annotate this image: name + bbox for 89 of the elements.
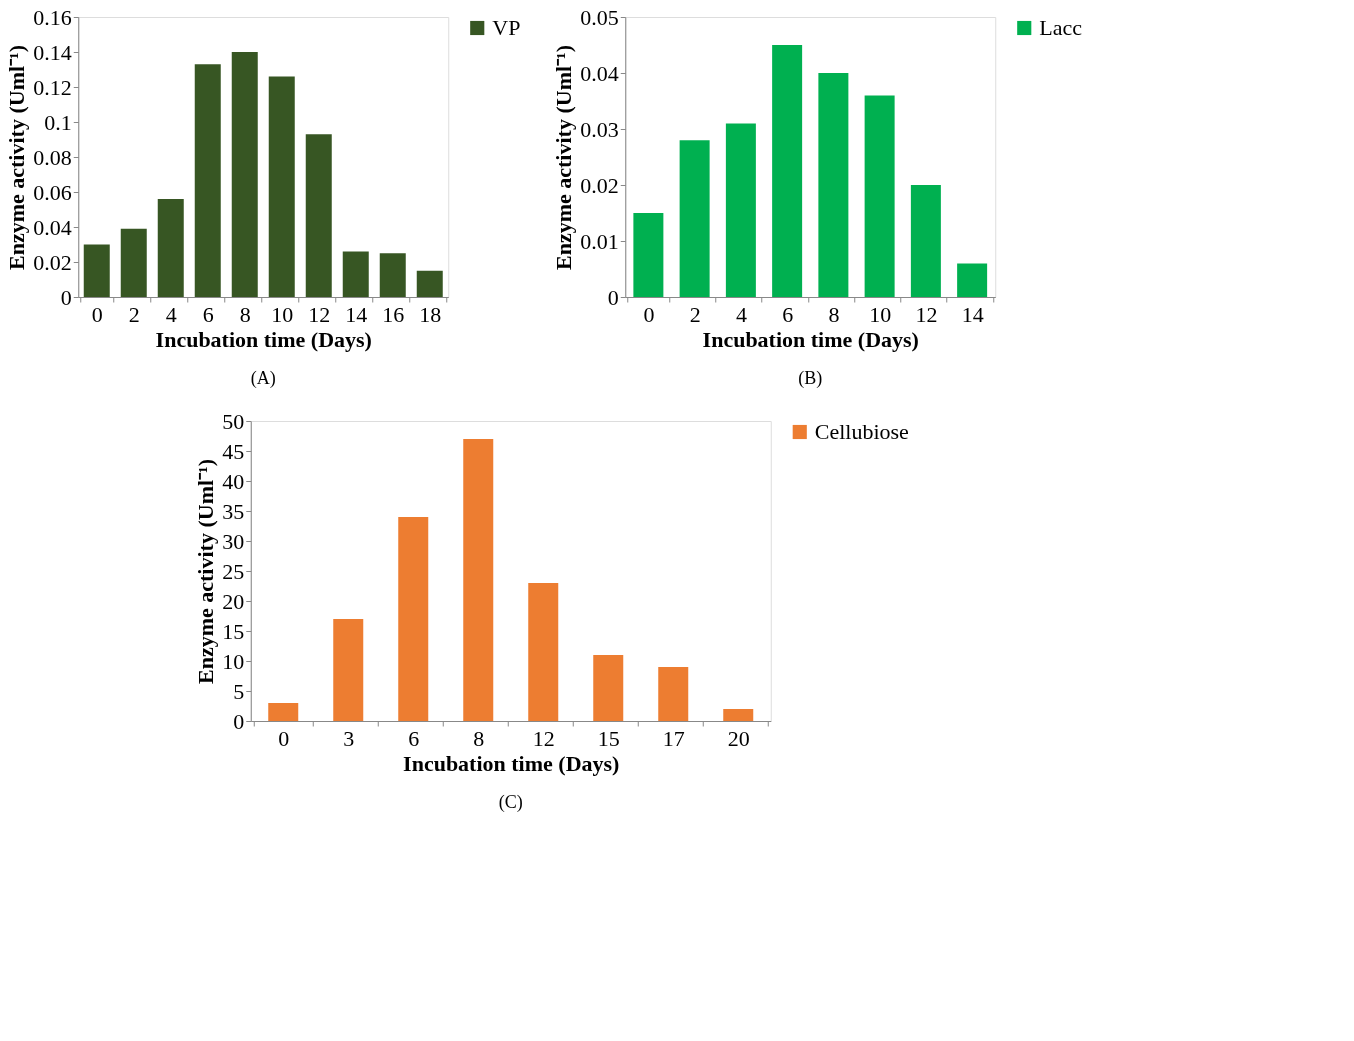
- bar: [723, 709, 754, 721]
- y-tick-label: 0.12: [33, 74, 72, 100]
- x-tick-label: 0: [278, 725, 290, 751]
- y-tick-label: 10: [222, 648, 245, 674]
- bar: [528, 583, 559, 721]
- bar: [957, 263, 988, 297]
- y-tick-label: 0.14: [33, 39, 72, 65]
- x-tick-label: 12: [308, 301, 331, 327]
- y-tick-label: 0.16: [33, 4, 72, 30]
- y-axis-title: Enzyme activity (Uml⁻¹): [193, 459, 219, 684]
- bar: [231, 52, 258, 297]
- x-tick-label: 17: [662, 725, 685, 751]
- bar: [658, 667, 689, 721]
- y-tick-label: 40: [222, 468, 245, 494]
- legend-label: Lacc: [1039, 15, 1083, 40]
- y-tick-label: 0.08: [33, 144, 72, 170]
- y-tick-label: 20: [222, 588, 245, 614]
- x-tick-label: 2: [689, 301, 701, 327]
- x-axis-title: Incubation time (Days): [702, 326, 919, 352]
- x-tick-label: 6: [202, 301, 214, 327]
- x-tick-label: 18: [419, 301, 442, 327]
- bar: [342, 251, 369, 297]
- bar: [83, 244, 110, 297]
- y-tick-label: 0.01: [580, 228, 619, 254]
- x-tick-label: 6: [782, 301, 794, 327]
- y-axis-title: Enzyme activity (Uml⁻¹): [4, 45, 30, 270]
- bar: [818, 73, 849, 297]
- x-tick-label: 2: [128, 301, 140, 327]
- y-tick-label: 0.04: [33, 214, 72, 240]
- bar: [725, 123, 756, 297]
- x-tick-label: 8: [828, 301, 840, 327]
- bar: [333, 619, 364, 721]
- y-axis-title: Enzyme activity (Uml⁻¹): [551, 45, 577, 270]
- x-tick-label: 4: [165, 301, 177, 327]
- y-tick-label: 25: [222, 558, 245, 584]
- x-tick-label: 12: [532, 725, 555, 751]
- text: (A): [250, 368, 276, 389]
- bar: [416, 270, 443, 297]
- bar: [157, 199, 184, 297]
- y-tick-label: 0.04: [580, 60, 619, 86]
- bar: [305, 134, 332, 297]
- bar: [864, 95, 895, 297]
- bar: [910, 185, 941, 297]
- bar: [633, 213, 664, 297]
- bar: [398, 517, 429, 721]
- text: (C): [498, 792, 523, 813]
- bar: [268, 76, 295, 297]
- bar: [268, 703, 299, 721]
- bar: [194, 64, 221, 297]
- bar: [120, 228, 147, 297]
- legend-label: VP: [492, 15, 521, 40]
- x-tick-label: 16: [382, 301, 405, 327]
- y-tick-label: 0: [60, 284, 72, 310]
- y-tick-label: 15: [222, 618, 245, 644]
- y-tick-label: 0.03: [580, 116, 619, 142]
- x-tick-label: 14: [345, 301, 368, 327]
- x-tick-label: 20: [727, 725, 750, 751]
- x-tick-label: 14: [961, 301, 984, 327]
- x-tick-label: 6: [408, 725, 420, 751]
- y-tick-label: 0.02: [33, 249, 72, 275]
- x-tick-label: 10: [869, 301, 892, 327]
- y-tick-label: 35: [222, 498, 245, 524]
- x-tick-label: 12: [915, 301, 938, 327]
- y-tick-label: 50: [222, 408, 245, 434]
- y-tick-label: 0.1: [44, 109, 72, 135]
- y-tick-label: 45: [222, 438, 245, 464]
- bar: [679, 140, 710, 297]
- x-axis-title: Incubation time (Days): [155, 326, 372, 352]
- bar: [379, 253, 406, 297]
- text: (B): [798, 368, 823, 389]
- y-tick-label: 5: [233, 678, 245, 704]
- y-tick-label: 0: [233, 708, 245, 734]
- bar: [593, 655, 624, 721]
- x-tick-label: 0: [91, 301, 103, 327]
- y-tick-label: 30: [222, 528, 245, 554]
- x-tick-label: 8: [473, 725, 485, 751]
- x-tick-label: 8: [239, 301, 251, 327]
- x-axis-title: Incubation time (Days): [403, 750, 620, 776]
- bar: [463, 439, 494, 721]
- y-tick-label: 0.06: [33, 179, 72, 205]
- bar: [772, 45, 803, 297]
- y-tick-label: 0.02: [580, 172, 619, 198]
- y-tick-label: 0: [607, 284, 619, 310]
- legend-label: Cellubiose: [814, 419, 909, 444]
- x-tick-label: 10: [271, 301, 294, 327]
- y-tick-label: 0.05: [580, 4, 619, 30]
- x-tick-label: 4: [735, 301, 747, 327]
- x-tick-label: 3: [343, 725, 355, 751]
- x-tick-label: 0: [643, 301, 655, 327]
